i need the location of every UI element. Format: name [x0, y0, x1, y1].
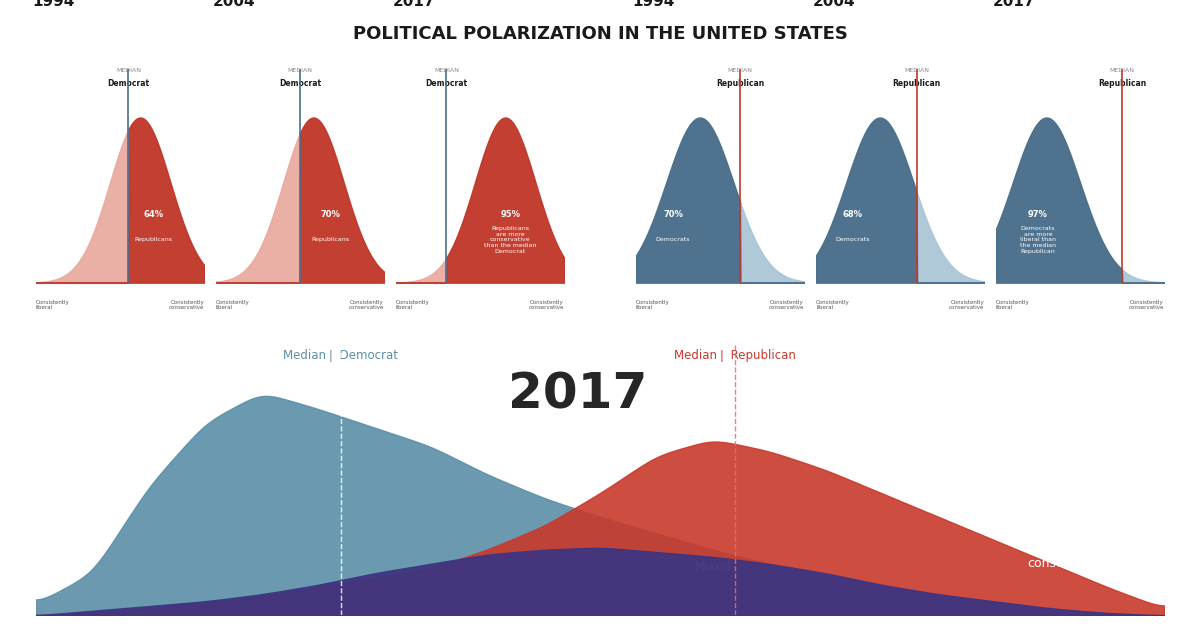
Text: MEDIAN: MEDIAN [905, 68, 929, 73]
Text: 64%: 64% [144, 210, 163, 219]
Text: Democrat: Democrat [425, 80, 468, 89]
Text: Republican: Republican [716, 80, 764, 89]
Text: Democrats
are more
liberal than
the median
Republican: Democrats are more liberal than the medi… [1020, 226, 1056, 254]
Text: Democrats: Democrats [655, 237, 690, 242]
Text: Republicans
are more
conservative
than the median
Democrat: Republicans are more conservative than t… [484, 226, 536, 254]
Text: MEDIAN: MEDIAN [434, 68, 458, 73]
Text: 97%: 97% [1028, 210, 1048, 219]
Text: Republican: Republican [1098, 80, 1146, 89]
Text: MEDIAN: MEDIAN [727, 68, 752, 73]
Text: MEDIAN: MEDIAN [116, 68, 140, 73]
Text: 1994: 1994 [32, 0, 76, 9]
Text: POLITICAL POLARIZATION IN THE UNITED STATES: POLITICAL POLARIZATION IN THE UNITED STA… [353, 25, 847, 43]
Text: MEDIAN: MEDIAN [288, 68, 312, 73]
Text: 2004: 2004 [812, 0, 856, 9]
Text: Democrat: Democrat [278, 80, 322, 89]
Text: 70%: 70% [320, 210, 340, 219]
Text: Consistently
liberal: Consistently liberal [396, 300, 430, 310]
Text: Consistently
liberal: Consistently liberal [216, 300, 250, 310]
Text: 1994: 1994 [632, 0, 676, 9]
Text: 2004: 2004 [212, 0, 256, 9]
Text: Consistently
conservative: Consistently conservative [949, 300, 984, 310]
Text: Consistently
conservative: Consistently conservative [1027, 542, 1108, 570]
Text: Consistently
conservative: Consistently conservative [769, 300, 804, 310]
Text: Republicans: Republicans [134, 237, 173, 242]
Text: Consistently
liberal: Consistently liberal [996, 300, 1030, 310]
Text: MEDIAN: MEDIAN [1110, 68, 1134, 73]
Text: Mixed: Mixed [695, 560, 731, 573]
Text: Republican: Republican [893, 80, 941, 89]
Text: Consistently
conservative: Consistently conservative [1129, 300, 1164, 310]
Text: Consistently
conservative: Consistently conservative [169, 300, 204, 310]
Text: Consistently
liberal: Consistently liberal [36, 300, 70, 310]
Text: Median❘ Democrat: Median❘ Democrat [283, 349, 398, 362]
Text: 68%: 68% [842, 210, 863, 219]
Text: 2017: 2017 [992, 0, 1036, 9]
Text: Democrats: Democrats [835, 237, 870, 242]
Text: 70%: 70% [664, 210, 683, 219]
Text: Consistently
conservative: Consistently conservative [349, 300, 384, 310]
Text: Consistently
liberal: Consistently liberal [636, 300, 670, 310]
Text: 2017: 2017 [392, 0, 436, 9]
Text: Median❘ Republican: Median❘ Republican [674, 349, 797, 362]
Text: 95%: 95% [500, 210, 521, 219]
Text: Republicans: Republicans [311, 237, 349, 242]
Text: 2017: 2017 [508, 370, 647, 418]
Text: Consistently
conservative: Consistently conservative [529, 300, 564, 310]
Text: Consistently
liberal: Consistently liberal [816, 300, 850, 310]
Text: Democrat: Democrat [107, 80, 150, 89]
Text: Consistently
liberal: Consistently liberal [47, 413, 125, 440]
